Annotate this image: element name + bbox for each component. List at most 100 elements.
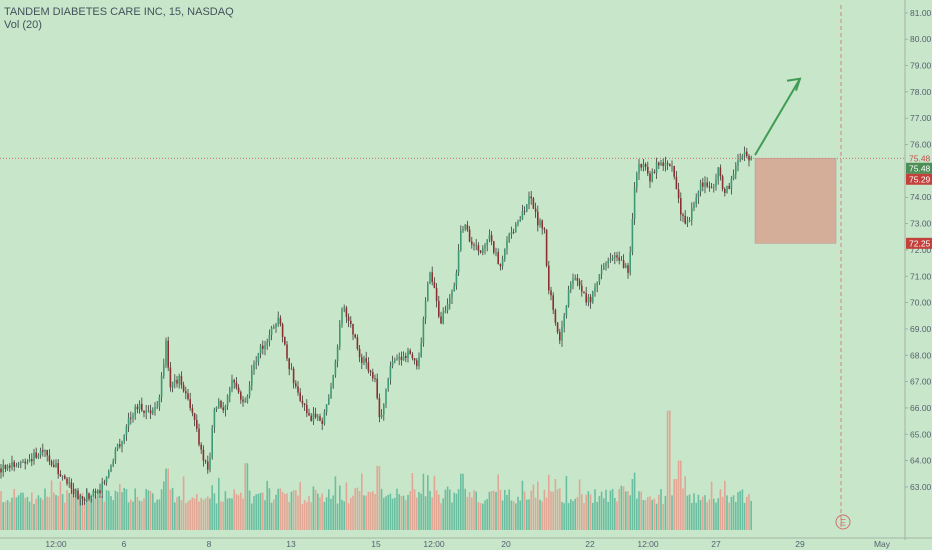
price-axis: 81.00 80.00 79.00 78.00 77.00 76.00 74.00 73.00… — [904, 0, 932, 540]
volume-bar — [13, 488, 15, 530]
candle-body — [86, 493, 88, 501]
volume-bar — [631, 479, 634, 530]
candle-body — [587, 296, 590, 303]
candle-body — [171, 381, 174, 388]
candle-body — [658, 162, 660, 166]
candle-body — [314, 413, 317, 418]
candle-body — [68, 482, 70, 484]
price-tick-label: 80.00 — [910, 34, 932, 44]
candle-body — [369, 371, 372, 373]
candle-body — [72, 488, 75, 495]
candle-body — [440, 316, 442, 324]
candle-body — [321, 420, 323, 424]
candle-body — [592, 291, 594, 303]
candle-body — [611, 257, 614, 260]
candle-body — [603, 265, 605, 270]
candle-body — [477, 245, 480, 251]
volume-bar — [235, 493, 238, 530]
volume-bar — [581, 494, 583, 530]
volume-bar — [748, 493, 750, 530]
volume-bar — [42, 499, 44, 530]
volume-bar — [202, 499, 205, 530]
current-price-label: 75.48 — [909, 153, 931, 163]
candle-body — [510, 232, 513, 234]
candle-body — [411, 354, 414, 359]
volume-bar — [449, 489, 451, 530]
volume-bar — [647, 497, 649, 530]
volume-bar — [308, 496, 310, 530]
candle-body — [490, 235, 493, 242]
volume-bar — [163, 481, 165, 530]
volume-bar — [303, 500, 306, 530]
candle-body — [721, 176, 724, 189]
volume-bar — [141, 501, 143, 530]
volume-bar — [504, 489, 506, 530]
volume-bar — [26, 496, 29, 530]
volume-bar — [477, 502, 480, 530]
volume-bar — [306, 502, 308, 530]
target-arrow[interactable] — [754, 78, 801, 156]
volume-bar — [242, 498, 244, 530]
volume-bar — [6, 500, 9, 530]
candle-body — [394, 359, 396, 362]
candle-body — [248, 385, 251, 396]
volume-bar — [446, 486, 449, 530]
volume-bar — [196, 494, 198, 530]
candle-body — [187, 393, 189, 400]
volume-bar — [185, 503, 187, 530]
candle-body — [112, 460, 114, 466]
candle-body — [642, 164, 645, 168]
candle-body — [259, 345, 262, 354]
candle-body — [460, 230, 462, 251]
volume-bar — [152, 493, 154, 530]
candle-body — [655, 162, 658, 173]
volume-bar — [561, 501, 563, 530]
earnings-marker[interactable] — [835, 514, 851, 530]
volume-bar — [4, 501, 7, 530]
candle-body — [50, 461, 53, 465]
stop-loss-zone[interactable] — [754, 158, 837, 244]
volume-bar — [178, 496, 180, 530]
volume-bar — [253, 496, 255, 530]
volume-bar — [352, 495, 354, 530]
candle-body — [358, 348, 361, 358]
candle-body — [220, 400, 222, 408]
volume-bar — [440, 503, 442, 530]
volume-bar — [567, 503, 570, 530]
candle-body — [207, 461, 209, 470]
volume-bar — [383, 497, 385, 530]
volume-bar — [625, 491, 627, 530]
volume-bar — [17, 495, 20, 530]
candle-body — [677, 189, 680, 199]
volume-bar — [246, 463, 249, 530]
candle-body — [244, 401, 246, 403]
volume-bar — [693, 493, 695, 530]
volume-bar — [156, 499, 158, 530]
candle-body — [719, 167, 722, 177]
candle-body — [215, 407, 218, 410]
volume-bar — [251, 503, 253, 530]
candle-body — [479, 250, 482, 253]
volume-bar — [255, 494, 257, 530]
volume-indicator-label[interactable]: Vol (20) — [4, 19, 42, 31]
volume-bar — [75, 488, 77, 530]
candle-body — [581, 285, 583, 292]
volume-bar — [429, 490, 431, 530]
volume-bar — [11, 497, 13, 530]
volume-bar — [328, 489, 330, 530]
volume-bar — [706, 502, 708, 530]
candle-body — [325, 404, 328, 412]
candle-body — [119, 444, 121, 447]
volume-bar — [620, 485, 623, 530]
volume-bar — [233, 489, 235, 530]
candle-body — [726, 185, 728, 193]
volume-bar — [50, 480, 53, 530]
candle-body — [53, 464, 55, 467]
price-tick-label: 69.00 — [910, 324, 932, 334]
volume-bar — [730, 496, 733, 530]
volume-bar — [578, 479, 581, 530]
volume-bar — [339, 485, 341, 530]
volume-bar — [640, 491, 642, 530]
candle-body — [105, 476, 108, 483]
